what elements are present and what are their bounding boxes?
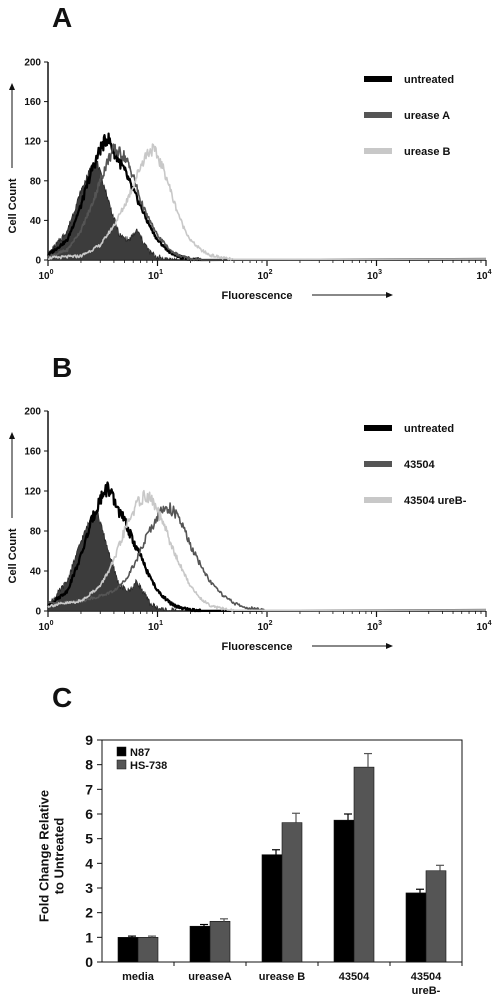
- legend-label: HS-738: [130, 760, 167, 772]
- category-label: urease B: [259, 971, 306, 983]
- bar: [189, 925, 211, 963]
- control-histogram-fill: [47, 159, 178, 262]
- x-tick-label: 100: [38, 269, 53, 282]
- x-tick-label: 102: [257, 269, 272, 282]
- legend-label: untreated: [404, 423, 454, 435]
- y-tick-label: 3: [85, 880, 93, 896]
- y-tick-label: 7: [85, 781, 93, 797]
- y-tick-label: 5: [85, 831, 93, 847]
- y-tick-label: 9: [85, 732, 93, 748]
- series-line: [46, 481, 487, 613]
- x-axis-title: Fluorescence: [222, 290, 293, 302]
- x-tick-label: 102: [257, 620, 272, 633]
- bar-chart-panel-c: 0 1 2 3 4 5 6 7 8 9 Fold Change Relative to Untreat…: [37, 732, 463, 997]
- x-tick-label: 104: [476, 269, 491, 282]
- x-axis-title: Fluorescence: [222, 641, 293, 653]
- histogram-panel-b: 0 40 80 120 160 200 100 101 102 103 104 Fluorescenc…: [7, 407, 492, 654]
- y-tick-label: 0: [35, 607, 41, 618]
- y-tick-label: 40: [30, 567, 42, 578]
- y-axis-title: to Untreated: [52, 818, 67, 895]
- legend-label: N87: [130, 747, 150, 759]
- category-label: 43504: [411, 971, 442, 983]
- bar: [261, 854, 283, 963]
- legend-swatch: [364, 76, 392, 82]
- legend-swatch: [364, 461, 392, 467]
- category-label: 43504: [339, 971, 370, 983]
- bar: [405, 892, 427, 963]
- series-line: [47, 143, 487, 261]
- control-histogram-fill: [47, 509, 177, 612]
- panel-letter-a: A: [52, 2, 72, 33]
- bar: [353, 766, 375, 963]
- y-axis-title: Cell Count: [7, 528, 19, 583]
- panel-letter-c: C: [52, 682, 72, 713]
- y-tick-label: 2: [85, 905, 93, 921]
- legend-label: 43504 ureB-: [404, 495, 467, 507]
- y-tick-label: 0: [85, 954, 93, 970]
- bar: [137, 937, 159, 963]
- y-tick-label: 8: [85, 757, 93, 773]
- y-tick-label: 40: [30, 216, 42, 227]
- series-line: [47, 502, 487, 612]
- legend-label: urease B: [404, 146, 451, 158]
- series-line: [47, 143, 487, 261]
- x-tick-label: 103: [367, 620, 382, 633]
- legend-label: 43504: [404, 459, 435, 471]
- bar: [117, 937, 139, 963]
- legend-label: untreated: [404, 74, 454, 86]
- legend-swatch: [116, 759, 127, 770]
- y-tick-label: 200: [24, 58, 41, 69]
- panel-letter-b: B: [52, 352, 72, 383]
- y-tick-label: 160: [24, 447, 41, 458]
- y-tick-label: 1: [85, 929, 93, 945]
- y-tick-label: 80: [30, 176, 42, 187]
- series-line: [47, 489, 487, 612]
- bar: [281, 822, 303, 963]
- legend-swatch: [364, 497, 392, 503]
- x-tick-label: 104: [476, 620, 491, 633]
- x-tick-label: 103: [367, 269, 382, 282]
- y-axis-title: Cell Count: [7, 178, 19, 233]
- x-tick-label: 101: [148, 269, 163, 282]
- y-tick-label: 120: [24, 137, 41, 148]
- bar: [425, 870, 447, 963]
- category-label: ureB-: [412, 985, 441, 997]
- y-tick-label: 160: [24, 97, 41, 108]
- histogram-panel-a: 0 40 80 120 160 200 100 101 102 103 104 Fluorescenc…: [7, 58, 492, 303]
- y-tick-label: 4: [85, 855, 93, 871]
- legend-label: urease A: [404, 110, 450, 122]
- legend-swatch: [364, 148, 392, 154]
- bar: [209, 920, 231, 963]
- bar: [333, 819, 355, 963]
- x-tick-label: 101: [148, 620, 163, 633]
- category-label: ureaseA: [188, 971, 231, 983]
- y-tick-label: 80: [30, 527, 42, 538]
- x-tick-label: 100: [38, 620, 53, 633]
- category-label: media: [122, 971, 155, 983]
- y-axis-title: Fold Change Relative: [37, 790, 52, 922]
- legend-swatch: [116, 746, 127, 757]
- y-tick-label: 200: [24, 407, 41, 418]
- y-tick-label: 0: [35, 256, 41, 267]
- y-tick-label: 120: [24, 487, 41, 498]
- legend-swatch: [364, 112, 392, 118]
- legend-swatch: [364, 425, 392, 431]
- y-tick-label: 6: [85, 806, 93, 822]
